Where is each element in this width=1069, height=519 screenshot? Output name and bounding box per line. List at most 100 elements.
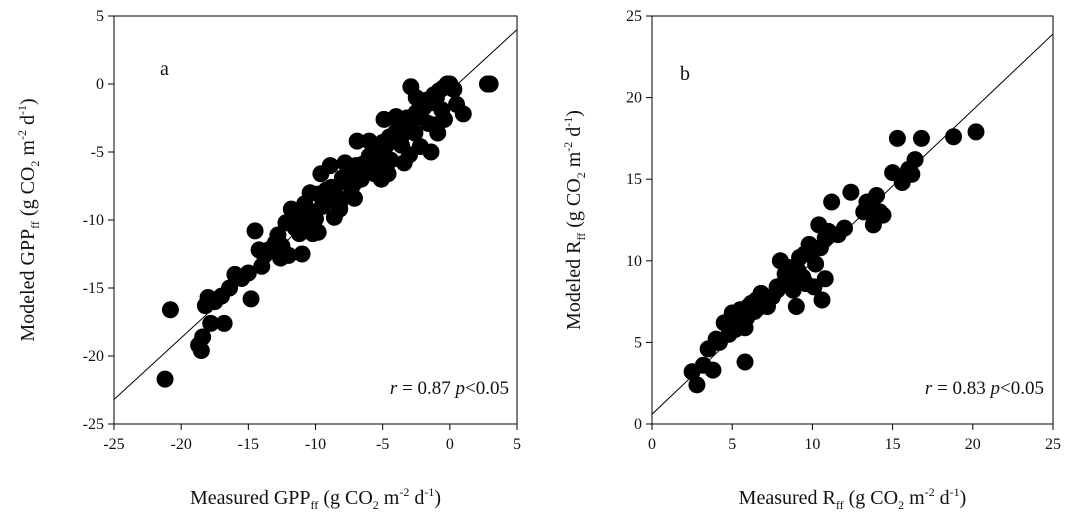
data-point [301,184,319,202]
y-tick-label: -5 [91,144,104,161]
x-axis-label-text: d [409,487,424,509]
x-tick-label: -25 [103,436,124,453]
y-tick-label: 10 [626,253,642,270]
y-axis-label-subscript: 2 [574,172,588,178]
y-tick-label: 15 [626,171,642,188]
y-axis-label-text: (g CO [563,178,585,232]
data-point [912,129,930,147]
x-axis-label-text: m [904,487,925,509]
x-axis-label-text: m [379,487,400,509]
data-point [272,249,290,267]
data-point [399,119,417,137]
data-point [221,279,239,297]
data-point [704,361,722,379]
y-tick-label: 0 [634,416,642,433]
y-tick-label: 5 [96,8,104,25]
data-point [816,270,834,288]
data-point [813,291,831,309]
x-tick-label: 5 [513,436,521,453]
stats-annotation: r = 0.83 p<0.05 [925,378,1044,399]
y-tick-label: 5 [634,334,642,351]
data-point [842,183,860,201]
x-tick-label: -10 [305,436,326,453]
data-point [807,255,825,273]
y-axis-label-subscript: ff [574,233,588,241]
data-point [215,314,233,332]
x-axis-label-superscript: -1 [950,485,960,499]
x-tick-label: 20 [965,436,981,453]
data-point [868,187,886,205]
data-point [800,235,818,253]
x-tick-label: 5 [728,436,736,453]
data-point [285,216,303,234]
data-point [246,222,264,240]
panel-a-scatter-chart: -25 -20 -15 -10 -5 0 5 -25 -20 -15 -10 -5 0 5 a r = 0.8… [15,8,521,512]
x-axis-label-text: (g CO [844,487,898,509]
y-axis-label-subscript: 2 [28,161,42,167]
x-tick-label: -20 [171,436,192,453]
data-point [309,223,327,241]
x-axis-label-subscript: 2 [373,498,379,512]
x-tick-label: 0 [446,436,454,453]
data-point [402,78,420,96]
data-point [192,342,210,360]
data-point [422,143,440,161]
data-point [239,264,257,282]
r-symbol: r [390,378,398,399]
y-tick-label: -25 [83,416,104,433]
data-point [352,170,370,188]
data-point [454,105,472,123]
data-point [345,189,363,207]
r-value: = 0.83 [932,378,990,399]
x-axis-label: Measured Rff (g CO2 m-2 d-1) [739,485,967,512]
data-point [156,370,174,388]
data-point [319,184,337,202]
data-point [945,128,963,146]
y-axis-label-text: m [17,140,39,161]
data-point [967,123,985,141]
y-axis-label-superscript: -1 [15,105,29,115]
data-point [784,268,802,286]
data-point [331,200,349,218]
y-axis-label-text: (g CO [17,167,39,221]
data-point [372,170,390,188]
x-tick-label: 10 [804,436,820,453]
data-point [787,297,805,315]
data-point [202,314,220,332]
x-axis-label-text: (g CO [318,487,372,509]
y-axis-label-superscript: -1 [561,117,575,127]
p-value: <0.05 [465,378,509,399]
data-point [194,328,212,346]
data-point [736,353,754,371]
y-tick-label: -10 [83,212,104,229]
x-axis-label-superscript: -2 [399,485,409,499]
x-tick-label: 25 [1045,436,1061,453]
p-value: <0.05 [1000,378,1044,399]
x-axis-label-text: Measured GPP [190,487,311,509]
data-point [906,151,924,169]
x-tick-label: -15 [238,436,259,453]
data-point [242,290,260,308]
r-symbol: r [925,378,933,399]
data-point [336,154,354,172]
data-point [823,193,841,211]
p-symbol: p [989,378,1001,399]
y-tick-label: 25 [626,8,642,25]
data-point [321,157,339,175]
plot-frame [651,15,1054,425]
r-value: = 0.87 [397,378,455,399]
y-tick-label: -20 [83,348,104,365]
y-axis-label-text: m [563,151,585,172]
x-axis-label-text: d [935,487,950,509]
y-axis-label-text: ) [563,110,585,117]
y-axis-label-subscript: ff [28,221,42,229]
x-axis-label-subscript: ff [836,498,844,512]
y-axis-label-text: ) [17,98,39,105]
panel-label: a [160,58,169,80]
data-point [874,206,892,224]
data-point [481,75,499,93]
x-axis-label-text: ) [960,487,967,509]
data-point [255,246,273,264]
data-point [888,129,906,147]
